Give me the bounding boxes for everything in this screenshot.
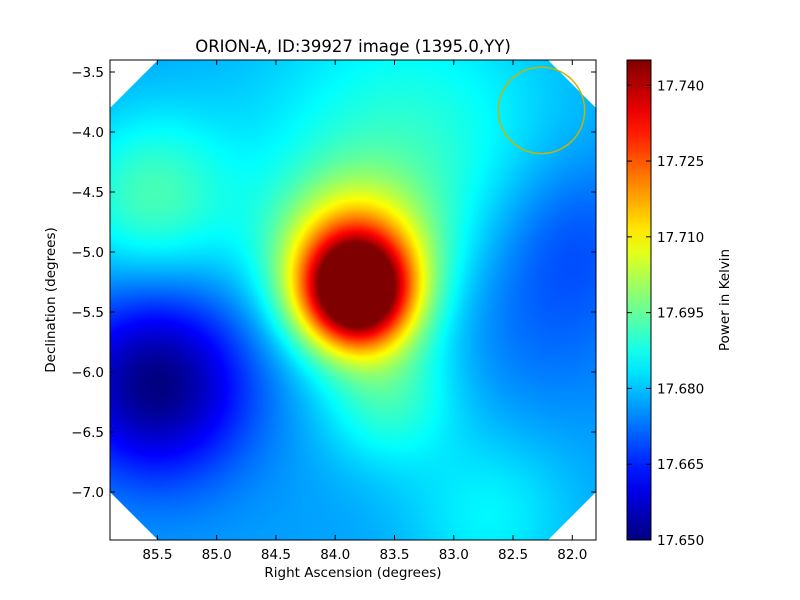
chart-title: ORION-A, ID:39927 image (1395.0,YY)	[195, 37, 511, 56]
x-axis-label: Right Ascension (degrees)	[264, 565, 441, 581]
colorbar-tick-label: 17.665	[657, 457, 704, 473]
colorbar-ticks: 17.650 17.665 17.680 17.695 17.710 17.725 17.7…	[627, 78, 704, 549]
corner-mask	[110, 492, 158, 540]
x-tick-label: 82.0	[557, 547, 587, 563]
colorbar-tick-label: 17.695	[657, 306, 704, 322]
y-axis-ticks: −3.5 −4.0 −4.5 −5.0 −5.5 −6.0 −6.5 −7.0	[71, 65, 596, 501]
colorbar-tick-label: 17.680	[657, 381, 704, 397]
x-tick-label: 84.5	[261, 547, 291, 563]
plot-frame	[109, 59, 597, 541]
y-tick-label: −6.5	[71, 425, 104, 441]
x-tick-label: 85.0	[202, 547, 232, 563]
colorbar-gradient	[627, 60, 651, 540]
corner-mask	[548, 492, 596, 540]
y-tick-label: −4.5	[71, 185, 104, 201]
beam-circle	[497, 66, 586, 155]
colorbar: 17.650 17.665 17.680 17.695 17.710 17.725 17.7…	[626, 59, 733, 549]
y-tick-label: −5.5	[71, 305, 104, 321]
y-tick-label: −3.5	[71, 65, 104, 81]
colorbar-tick-label: 17.650	[657, 533, 704, 549]
y-tick-label: −4.0	[71, 125, 104, 141]
x-tick-label: 82.5	[498, 547, 528, 563]
heatmap-area	[110, 60, 596, 540]
x-tick-label: 85.5	[142, 547, 172, 563]
colorbar-frame	[626, 59, 652, 541]
heatmap-image	[110, 60, 596, 540]
corner-mask	[110, 60, 158, 108]
y-tick-label: −5.0	[71, 245, 104, 261]
colorbar-label: Power in Kelvin	[717, 249, 733, 351]
y-axis-label: Declination (degrees)	[43, 227, 59, 372]
colorbar-tick-label: 17.725	[657, 154, 704, 170]
y-tick-label: −6.0	[71, 365, 104, 381]
corner-masks	[110, 60, 596, 540]
x-axis-ticks: 85.5 85.0 84.5 84.0 83.5 83.0 82.5 82.0	[142, 60, 587, 563]
x-tick-label: 84.0	[320, 547, 350, 563]
x-tick-label: 83.0	[439, 547, 469, 563]
colorbar-tick-label: 17.740	[657, 78, 704, 94]
y-tick-label: −7.0	[71, 485, 104, 501]
colorbar-tick-label: 17.710	[657, 230, 704, 246]
x-tick-label: 83.5	[379, 547, 409, 563]
